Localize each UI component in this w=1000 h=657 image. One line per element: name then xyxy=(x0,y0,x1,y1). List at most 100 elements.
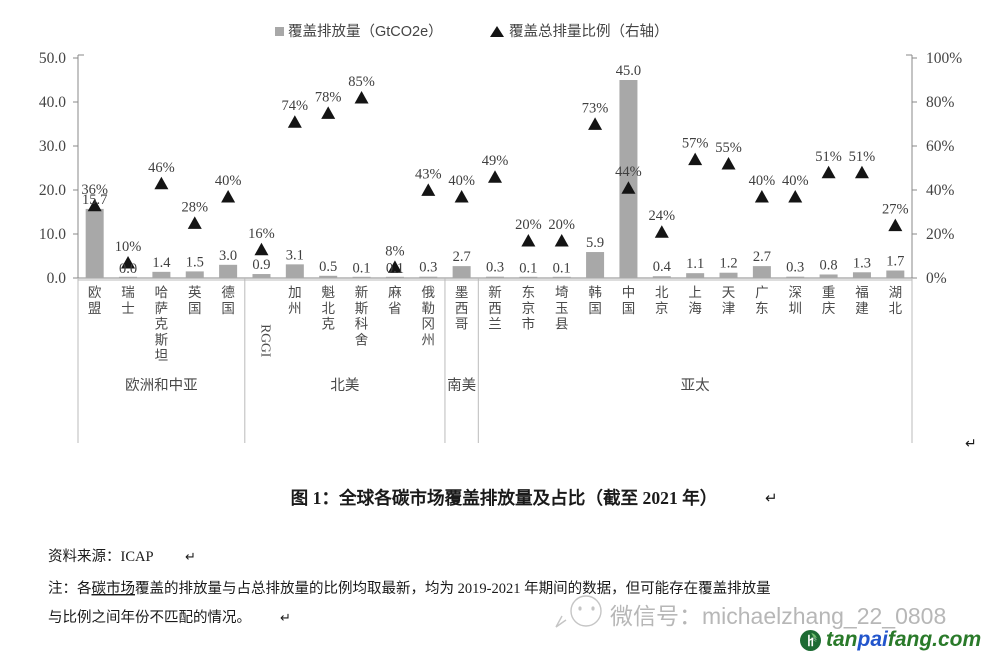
svg-text:51%: 51% xyxy=(815,149,842,165)
svg-text:1.1: 1.1 xyxy=(686,256,704,272)
svg-text:1.7: 1.7 xyxy=(886,254,904,270)
svg-text:盟: 盟 xyxy=(88,301,102,316)
svg-text:49%: 49% xyxy=(482,153,509,169)
svg-text:克: 克 xyxy=(155,317,169,332)
svg-text:京: 京 xyxy=(522,301,536,316)
svg-text:福: 福 xyxy=(855,285,869,300)
svg-text:海: 海 xyxy=(688,301,702,316)
svg-text:73%: 73% xyxy=(582,100,609,116)
svg-text:亚太: 亚太 xyxy=(681,377,710,394)
svg-text:省: 省 xyxy=(388,301,402,316)
svg-text:国: 国 xyxy=(622,301,636,316)
svg-text:0.9: 0.9 xyxy=(252,257,270,273)
svg-text:国: 国 xyxy=(188,301,202,316)
svg-text:20%: 20% xyxy=(515,217,542,233)
svg-text:韩: 韩 xyxy=(588,285,602,300)
svg-text:市: 市 xyxy=(522,316,536,332)
svg-text:30.0: 30.0 xyxy=(39,138,66,155)
svg-text:46%: 46% xyxy=(148,160,175,176)
svg-text:北美: 北美 xyxy=(330,377,359,394)
svg-text:↵: ↵ xyxy=(185,549,196,564)
svg-text:57%: 57% xyxy=(682,136,709,152)
svg-text:40%: 40% xyxy=(448,173,475,189)
svg-text:10%: 10% xyxy=(115,239,142,255)
svg-text:资料来源：ICAP: 资料来源：ICAP xyxy=(48,548,154,565)
svg-text:0.1: 0.1 xyxy=(519,261,537,277)
svg-text:斯: 斯 xyxy=(355,301,369,316)
svg-text:欧: 欧 xyxy=(88,285,102,300)
svg-text:85%: 85% xyxy=(348,74,375,90)
svg-text:1.4: 1.4 xyxy=(152,255,171,271)
svg-text:北: 北 xyxy=(655,285,669,300)
svg-text:加: 加 xyxy=(288,285,302,300)
svg-text:36%: 36% xyxy=(81,182,108,198)
svg-text:20.0: 20.0 xyxy=(39,182,66,199)
svg-text:0.0: 0.0 xyxy=(119,261,137,277)
svg-text:瑞: 瑞 xyxy=(121,285,135,300)
svg-text:建: 建 xyxy=(855,301,869,316)
svg-text:图 1：全球各碳市场覆盖排放量及占比（截至 2021 年）: 图 1：全球各碳市场覆盖排放量及占比（截至 2021 年） xyxy=(291,488,718,508)
svg-text:51%: 51% xyxy=(849,149,876,165)
svg-text:圳: 圳 xyxy=(788,301,802,316)
svg-text:60%: 60% xyxy=(926,138,955,155)
svg-text:广: 广 xyxy=(755,285,769,300)
svg-text:欧洲和中亚: 欧洲和中亚 xyxy=(125,377,198,394)
svg-text:天: 天 xyxy=(722,285,736,300)
svg-text:0.5: 0.5 xyxy=(319,259,337,275)
svg-text:0.3: 0.3 xyxy=(419,260,437,276)
svg-text:津: 津 xyxy=(722,301,736,316)
svg-text:27%: 27% xyxy=(882,202,909,218)
svg-text:↵: ↵ xyxy=(280,610,291,625)
svg-text:0.1: 0.1 xyxy=(352,261,370,277)
svg-text:勒: 勒 xyxy=(422,301,436,316)
svg-text:0.3: 0.3 xyxy=(486,260,504,276)
svg-text:3.0: 3.0 xyxy=(219,248,237,264)
svg-text:0.4: 0.4 xyxy=(653,259,672,275)
svg-text:↵: ↵ xyxy=(765,490,778,507)
svg-text:20%: 20% xyxy=(926,226,955,243)
svg-text:麻: 麻 xyxy=(388,285,402,300)
svg-text:74%: 74% xyxy=(282,98,309,114)
svg-text:德: 德 xyxy=(221,285,235,300)
svg-text:40%: 40% xyxy=(926,182,955,199)
svg-text:斯: 斯 xyxy=(155,332,169,347)
svg-text:冈: 冈 xyxy=(422,317,436,332)
svg-text:西: 西 xyxy=(455,301,469,316)
svg-text:40.0: 40.0 xyxy=(39,94,66,111)
svg-text:重: 重 xyxy=(822,285,836,300)
svg-text:1.3: 1.3 xyxy=(853,255,871,271)
svg-text:兰: 兰 xyxy=(488,317,502,332)
svg-text:科: 科 xyxy=(355,317,369,332)
svg-text:士: 士 xyxy=(121,301,135,316)
svg-text:上: 上 xyxy=(688,285,702,300)
svg-text:80%: 80% xyxy=(926,94,955,111)
svg-text:哈: 哈 xyxy=(155,285,169,300)
svg-text:覆盖总排量比例（右轴）: 覆盖总排量比例（右轴） xyxy=(509,23,669,40)
svg-text:州: 州 xyxy=(288,301,302,316)
svg-text:国: 国 xyxy=(588,301,602,316)
svg-text:44%: 44% xyxy=(615,164,642,180)
svg-text:北: 北 xyxy=(889,301,903,316)
svg-text:2.7: 2.7 xyxy=(753,249,771,265)
svg-text:43%: 43% xyxy=(415,166,442,182)
svg-text:0.3: 0.3 xyxy=(786,260,804,276)
svg-text:埼: 埼 xyxy=(555,285,569,300)
svg-text:英: 英 xyxy=(188,284,202,300)
svg-text:78%: 78% xyxy=(315,89,342,105)
svg-text:20%: 20% xyxy=(548,217,575,233)
svg-text:深: 深 xyxy=(788,285,802,300)
svg-text:0.1: 0.1 xyxy=(386,261,404,277)
svg-text:50.0: 50.0 xyxy=(39,50,66,67)
svg-text:40%: 40% xyxy=(749,173,776,189)
svg-text:中: 中 xyxy=(622,285,636,300)
svg-text:5.9: 5.9 xyxy=(586,235,604,251)
svg-text:↵: ↵ xyxy=(965,435,977,451)
svg-text:RGGI: RGGI xyxy=(258,324,273,358)
svg-text:东: 东 xyxy=(755,301,769,316)
svg-text:28%: 28% xyxy=(181,199,208,215)
svg-text:哥: 哥 xyxy=(455,317,469,332)
svg-text:玉: 玉 xyxy=(555,301,569,316)
svg-text:南美: 南美 xyxy=(447,377,476,394)
svg-text:京: 京 xyxy=(655,301,669,316)
svg-text:1.2: 1.2 xyxy=(719,256,737,272)
